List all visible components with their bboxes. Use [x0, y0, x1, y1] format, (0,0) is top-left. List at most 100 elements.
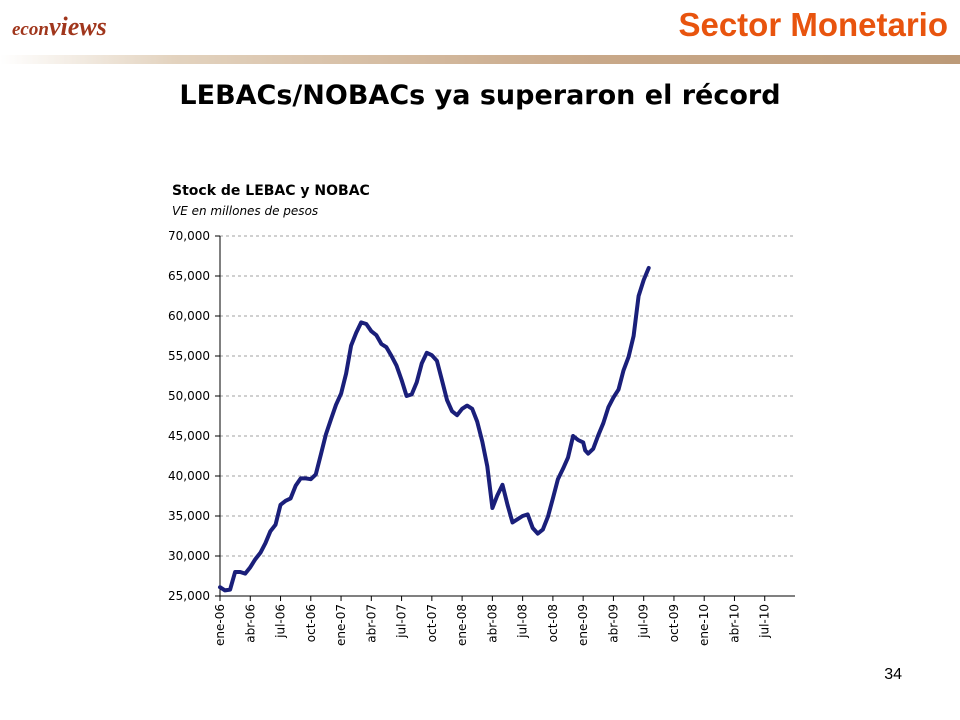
data-point — [531, 526, 535, 530]
slide-title: LEBACs/NOBACs ya superaron el récord — [179, 80, 781, 111]
data-point — [561, 467, 565, 471]
x-tick-label: abr-06 — [243, 604, 257, 643]
logo-text-econ: econ — [12, 19, 49, 40]
data-point — [354, 331, 358, 335]
x-tick-label: jul-07 — [395, 604, 409, 639]
data-point — [329, 417, 333, 421]
x-tick-label: jul-10 — [758, 604, 772, 639]
data-point — [228, 588, 232, 592]
data-point — [465, 404, 469, 408]
x-tick-label: jul-08 — [516, 604, 530, 639]
section-title: Sector Monetario — [678, 6, 948, 43]
data-point — [515, 517, 520, 521]
data-point — [611, 396, 616, 400]
x-tick-label: jul-06 — [274, 604, 288, 639]
y-tick-label: 50,000 — [168, 389, 210, 403]
data-point — [556, 477, 560, 481]
x-tick-label: abr-07 — [364, 604, 378, 643]
page-number: 34 — [884, 666, 902, 683]
data-point — [289, 496, 293, 500]
x-tick-label: abr-09 — [606, 604, 620, 643]
x-tick-label: abr-08 — [485, 604, 499, 643]
y-axis-ticks: 25,000 30,000 35,000 40,000 45,000 50,000 55,0… — [168, 229, 220, 603]
data-point — [344, 372, 348, 376]
series-layer — [218, 266, 651, 593]
data-point — [505, 503, 510, 507]
data-point — [374, 333, 378, 337]
series-line — [218, 266, 651, 593]
data-point — [334, 403, 338, 407]
data-point — [299, 476, 303, 480]
data-point — [339, 392, 343, 396]
x-axis-ticks: ene-06 abr-06 jul-06 oct-06 ene-07 abr-07 jul-… — [213, 596, 772, 646]
data-point — [546, 515, 550, 519]
data-point — [430, 353, 434, 357]
data-point — [637, 294, 641, 298]
data-point — [233, 570, 237, 574]
data-point — [526, 512, 530, 517]
data-point — [253, 557, 257, 561]
data-point — [647, 266, 651, 270]
data-point — [243, 572, 247, 576]
y-tick-label: 35,000 — [168, 509, 210, 523]
x-tick-label: oct-07 — [425, 604, 439, 642]
data-point — [601, 421, 605, 425]
data-point — [263, 541, 267, 545]
data-point — [369, 329, 373, 333]
data-point — [606, 405, 610, 409]
header-divider-bar — [0, 55, 960, 64]
data-point — [349, 344, 353, 348]
data-point — [223, 588, 227, 593]
data-point — [445, 398, 449, 402]
data-point — [238, 570, 242, 574]
data-point — [521, 514, 525, 518]
data-point — [440, 378, 444, 382]
data-point — [510, 520, 515, 525]
x-tick-label: ene-06 — [213, 604, 227, 646]
data-point — [389, 354, 394, 358]
data-point — [551, 496, 555, 500]
data-point — [309, 477, 313, 481]
data-point — [405, 394, 409, 398]
data-point — [304, 476, 308, 480]
axes — [219, 236, 795, 597]
data-point — [420, 361, 424, 365]
data-point — [616, 388, 621, 392]
x-tick-label: ene-10 — [697, 604, 711, 646]
chart-subtitle: VE en millones de pesos — [172, 204, 318, 218]
data-point — [500, 483, 505, 487]
data-point — [642, 278, 646, 282]
data-point — [394, 364, 399, 368]
x-tick-label: ene-08 — [455, 604, 469, 646]
x-tick-label: oct-06 — [304, 604, 318, 642]
data-point — [268, 529, 273, 533]
y-tick-label: 25,000 — [168, 589, 210, 603]
data-point — [571, 434, 575, 438]
data-point — [591, 447, 595, 451]
x-tick-label: oct-08 — [546, 604, 560, 642]
data-point — [294, 484, 298, 488]
data-point — [319, 452, 323, 456]
y-tick-label: 55,000 — [168, 349, 210, 363]
data-point — [536, 532, 540, 536]
data-point — [283, 499, 288, 503]
x-tick-label: jul-09 — [637, 604, 651, 639]
data-point — [410, 392, 414, 396]
data-point — [384, 345, 389, 349]
data-point — [273, 523, 278, 527]
data-point — [258, 551, 262, 555]
data-point — [218, 585, 222, 589]
data-point — [415, 380, 419, 384]
y-tick-label: 40,000 — [168, 469, 210, 483]
data-point — [460, 407, 464, 411]
data-point — [475, 420, 479, 424]
data-point — [541, 528, 545, 532]
data-point — [455, 413, 459, 417]
data-point — [631, 334, 636, 338]
y-tick-label: 45,000 — [168, 429, 210, 443]
y-tick-label: 30,000 — [168, 549, 210, 563]
data-point — [576, 438, 580, 442]
y-tick-label: 60,000 — [168, 309, 210, 323]
data-point — [596, 433, 600, 437]
econviews-logo: econviews — [12, 12, 107, 42]
